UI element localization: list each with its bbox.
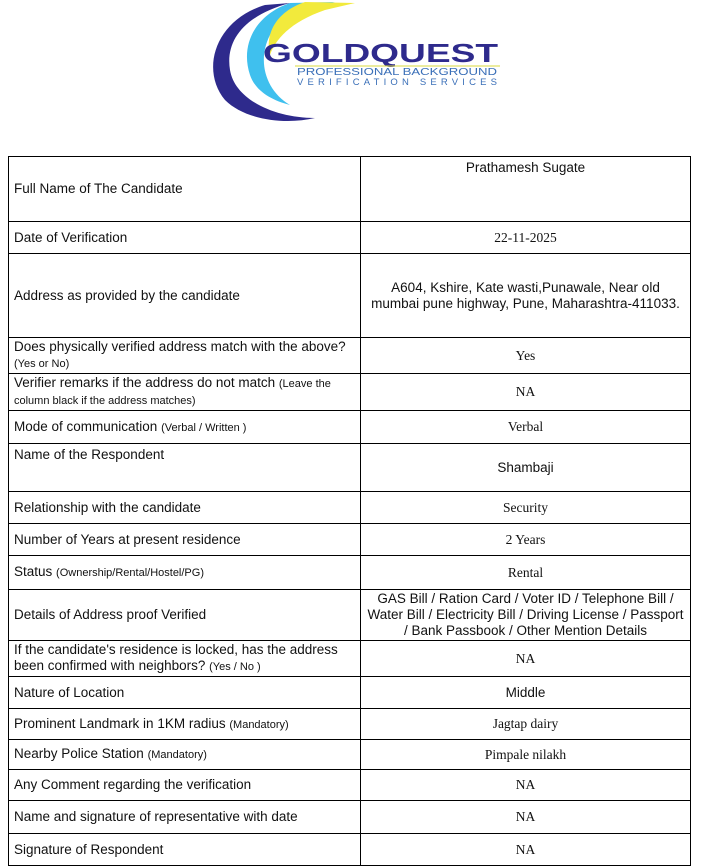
label-text: Nearby Police Station [14,746,144,761]
field-value: GAS Bill / Ration Card / Voter ID / Tele… [360,589,691,641]
label-text: Does physically verified address match w… [14,339,346,354]
field-value: Verbal [360,410,691,444]
table-row: Number of Years at present residence 2 Ye… [8,523,691,556]
table-row: Nature of Location Middle [8,676,691,709]
label-note: (Mandatory) [147,749,207,761]
field-label: Any Comment regarding the verification [8,769,361,801]
field-label: If the candidate's residence is locked, … [8,640,361,677]
table-row: Prominent Landmark in 1KM radius (Mandat… [8,708,691,740]
field-value: 2 Years [360,523,691,556]
label-text: Details of Address proof Verified [14,607,207,622]
table-row: Signature of Respondent NA [8,833,691,866]
label-note: (Verbal / Written ) [161,421,247,434]
field-value: Security [360,491,691,524]
label-note: (Ownership/Rental/Hostel/PG) [56,567,204,579]
field-value: Jagtap dairy [360,708,691,740]
field-value: A604, Kshire, Kate wasti,Punawale, Near … [360,253,691,338]
label-note: (Yes / No ) [209,661,261,673]
label-note: (Leave the column black if the address m… [14,378,331,407]
table-row: Address as provided by the candidate A604… [8,253,691,338]
field-label: Signature of Respondent [8,833,361,866]
label-text: Signature of Respondent [14,841,164,857]
field-label: Full Name of The Candidate [8,156,361,222]
field-label: Number of Years at present residence [8,523,361,556]
field-label: Address as provided by the candidate [8,253,361,338]
label-text: Address as provided by the candidate [14,287,240,303]
field-label: Relationship with the candidate [8,491,361,524]
label-note: (Mandatory) [229,718,289,731]
table-row: Date of Verification 22-11-2025 [8,221,691,254]
field-label: Date of Verification [8,221,361,254]
label-text: Verifier remarks if the address do not m… [14,375,276,390]
field-value: Rental [360,555,691,590]
field-value: Yes [360,337,691,374]
field-label: Status (Ownership/Rental/Hostel/PG) [8,555,361,590]
field-label: Does physically verified address match w… [8,337,361,374]
table-row: Does physically verified address match w… [8,337,691,374]
label-text: Nature of Location [14,684,125,700]
label-note: (Yes or No) [14,358,70,370]
verification-table: Full Name of The Candidate Prathamesh Sug… [8,156,691,866]
goldquest-logo: GOLDQUEST PROFESSIONAL BACKGROUND VERIFI… [213,2,500,121]
field-label: Details of Address proof Verified [8,589,361,641]
table-row: Verifier remarks if the address do not m… [8,373,691,411]
field-label: Name and signature of representative wit… [8,800,361,834]
label-text: Relationship with the candidate [14,499,201,515]
table-row: Status (Ownership/Rental/Hostel/PG) Renta… [8,555,691,590]
table-row: Name and signature of representative wit… [8,800,691,834]
label-text: Mode of communication [14,418,158,434]
field-value: NA [360,800,691,834]
field-value: NA [360,640,691,677]
field-label: Mode of communication (Verbal / Written … [8,410,361,444]
field-value: Pimpale nilakh [360,739,691,770]
label-text: Status [14,564,53,579]
logo-brand: GOLDQUEST [263,38,498,68]
field-label: Prominent Landmark in 1KM radius (Mandat… [8,708,361,740]
label-text: Number of Years at present residence [14,531,241,547]
table-row: Name of the Respondent Shambaji [8,443,691,492]
field-value: Prathamesh Sugate [360,156,691,222]
label-text: Date of Verification [14,229,128,245]
table-row: Any Comment regarding the verification NA [8,769,691,801]
table-row: Mode of communication (Verbal / Written … [8,410,691,444]
field-label: Nearby Police Station (Mandatory) [8,739,361,770]
logo-line1: PROFESSIONAL BACKGROUND [297,67,497,78]
label-text: Name and signature of representative wit… [14,809,298,824]
table-row: Details of Address proof Verified GAS Bil… [8,589,691,641]
table-row: Full Name of The Candidate Prathamesh Sug… [8,156,691,222]
field-label: Verifier remarks if the address do not m… [8,373,361,411]
label-text: Prominent Landmark in 1KM radius [14,715,226,731]
field-value: NA [360,769,691,801]
label-text: Name of the Respondent [14,447,165,462]
field-label: Nature of Location [8,676,361,709]
label-text: Any Comment regarding the verification [14,777,252,792]
table-row: If the candidate's residence is locked, … [8,640,691,677]
field-label: Name of the Respondent [8,443,361,492]
field-value: NA [360,833,691,866]
field-value: 22-11-2025 [360,221,691,254]
field-value: Middle [360,676,691,709]
field-value: Shambaji [360,443,691,492]
table-row: Nearby Police Station (Mandatory) Pimpale… [8,739,691,770]
field-value: NA [360,373,691,411]
table-row: Relationship with the candidate Security [8,491,691,524]
label-text: If the candidate's residence is locked, … [14,642,338,673]
logo-line2: VERIFICATION SERVICES [297,77,497,88]
label-text: Full Name of The Candidate [14,181,183,196]
